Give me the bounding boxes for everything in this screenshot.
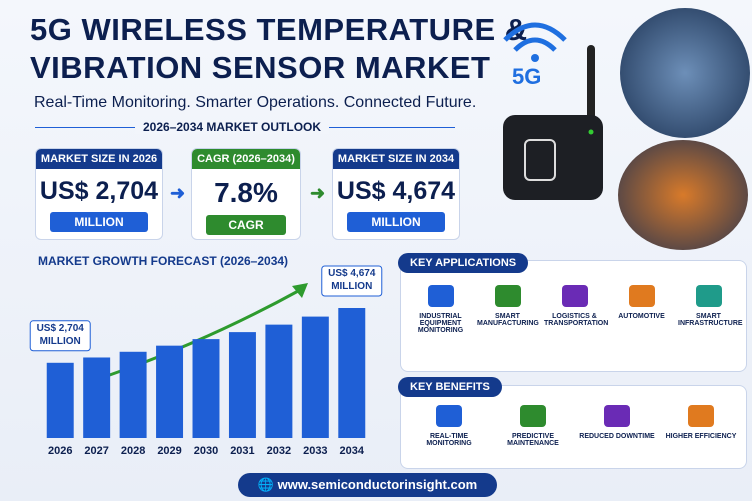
- section-title: KEY APPLICATIONS: [398, 253, 529, 273]
- bar: [228, 332, 256, 438]
- kpi-value: US$ 4,674: [336, 177, 456, 205]
- value-label-text: US$ 2,704 MILLION: [36, 322, 84, 347]
- item-label: LOGISTICS & TRANSPORTATION: [544, 313, 609, 327]
- kpi-value: 7.8%: [214, 177, 278, 208]
- bar-chart: MARKET GROWTH FORECAST (2026–2034) 2026 U…: [29, 254, 383, 457]
- x-tick-label: 2032: [267, 445, 291, 457]
- x-tick-label: 2031: [230, 445, 254, 457]
- item: LOGISTICS & TRANSPORTATION: [544, 285, 609, 327]
- url: www.semiconductorinsight.com: [277, 477, 478, 492]
- icon: [427, 285, 454, 307]
- item-label: SMART INFRASTRUCTURE: [678, 313, 743, 327]
- kpi-card: MARKET SIZE IN 2026 US$ 2,704 MILLION: [35, 148, 163, 240]
- kpi-label: MARKET SIZE IN 2026: [36, 149, 162, 169]
- icon: [688, 405, 714, 427]
- item-label: SMART MANUFACTURING: [477, 313, 539, 327]
- section-title: KEY BENEFITS: [398, 377, 502, 397]
- icon: [695, 285, 722, 307]
- bar: [46, 362, 74, 438]
- bar: [265, 324, 293, 438]
- item: HIGHER EFFICIENCY: [662, 405, 740, 440]
- bar: [338, 308, 366, 438]
- bar: [83, 357, 111, 438]
- x-tick-label: 2026: [48, 445, 72, 457]
- title: 5G WIRELESS TEMPERATURE &: [30, 12, 528, 47]
- item-label: AUTOMOTIVE: [618, 313, 665, 320]
- photo: [620, 8, 750, 138]
- photo: [618, 140, 748, 250]
- benefits-panel: [400, 385, 747, 469]
- bar: [119, 351, 147, 438]
- subtitle: Real-Time Monitoring. Smarter Operations…: [34, 94, 477, 111]
- icon: [520, 405, 546, 427]
- item: PREDICTIVE MAINTENANCE: [494, 405, 572, 447]
- kpi-unit: MILLION: [50, 212, 148, 232]
- item: SMART INFRASTRUCTURE: [678, 285, 743, 327]
- trend-arrow-head: [292, 283, 308, 298]
- value-label-box: [321, 265, 383, 297]
- badge: 5G: [512, 64, 542, 89]
- kpi-value: US$ 2,704: [39, 177, 159, 205]
- icon: [604, 405, 630, 427]
- title: VIBRATION SENSOR MARKET: [30, 50, 491, 85]
- x-tick-label: 2027: [84, 445, 108, 457]
- bar: [156, 345, 184, 438]
- value-label: US$ 4,674 MILLION: [328, 268, 376, 292]
- footer-url: 🌐 www.semiconductorinsight.com: [238, 473, 497, 497]
- item: REAL-TIME MONITORING: [410, 405, 488, 447]
- icon: [561, 285, 588, 307]
- device-illustration: [503, 22, 603, 200]
- x-tick-label: 2034: [340, 445, 365, 457]
- item: SMART MANUFACTURING: [477, 285, 539, 327]
- item-label: INDUSTRIAL EQUIPMENT MONITORING: [417, 313, 464, 334]
- kpi-label: CAGR (2026–2034): [192, 149, 300, 169]
- item-label: PREDICTIVE MAINTENANCE: [507, 433, 559, 447]
- icon: [436, 405, 462, 427]
- x-tick-label: 2033: [303, 445, 327, 457]
- item-label: REDUCED DOWNTIME: [579, 433, 655, 440]
- x-tick-label: 2029: [157, 445, 181, 457]
- item: REDUCED DOWNTIME: [578, 405, 656, 440]
- arrow: ➜: [170, 183, 186, 203]
- value-label-text: US$ 4,674 MILLION: [328, 268, 376, 292]
- kpi-card: CAGR (2026–2034) 7.8% CAGR: [191, 148, 301, 240]
- kpi-unit: MILLION: [347, 212, 445, 232]
- value-label-box: [29, 320, 91, 352]
- arrow: ➜: [310, 183, 326, 203]
- applications-panel: [400, 260, 747, 372]
- icon: [494, 285, 521, 307]
- outlook: 2026–2034 MARKET OUTLOOK: [135, 120, 330, 134]
- value-label: US$ 2,704 MILLION: [36, 322, 84, 347]
- chart-title: MARKET GROWTH FORECAST (2026–2034): [38, 254, 288, 268]
- kpi-unit: CAGR: [206, 215, 286, 235]
- item-label: REAL-TIME MONITORING: [426, 433, 472, 447]
- x-tick-label: 2028: [121, 445, 145, 457]
- item: AUTOMOTIVE: [611, 285, 672, 320]
- x-tick-label: 2030: [194, 445, 218, 457]
- item-label: HIGHER EFFICIENCY: [665, 433, 737, 440]
- kpi-label: MARKET SIZE IN 2034: [333, 149, 459, 169]
- item: INDUSTRIAL EQUIPMENT MONITORING: [410, 285, 471, 334]
- icon: [628, 285, 655, 307]
- kpi-card: MARKET SIZE IN 2034 US$ 4,674 MILLION: [332, 148, 460, 240]
- bar: [192, 339, 220, 438]
- bar: [301, 316, 329, 438]
